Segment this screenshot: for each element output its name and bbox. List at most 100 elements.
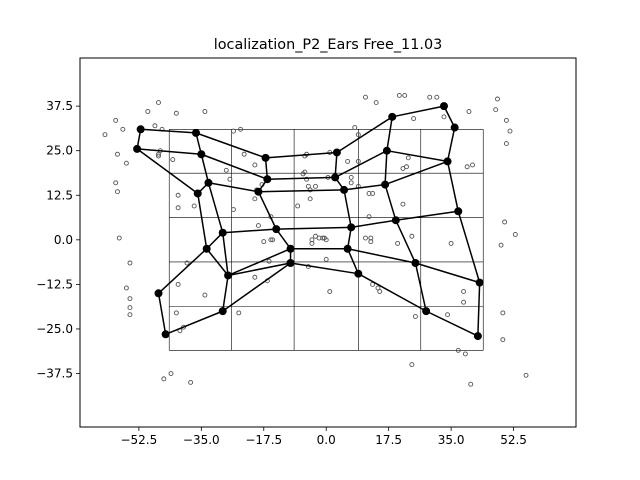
scatter-point <box>462 351 468 357</box>
mesh-node <box>191 128 200 137</box>
mesh-node <box>450 123 459 132</box>
scatter-point <box>223 167 229 173</box>
scatter-point <box>523 372 529 378</box>
scatter-point <box>261 239 267 245</box>
scatter-point <box>238 126 244 132</box>
scatter-point <box>395 240 401 246</box>
mesh-edge <box>334 152 338 178</box>
mesh-edge <box>227 248 291 277</box>
mesh-node <box>286 259 295 267</box>
mesh-edge <box>351 219 396 229</box>
scatter-point <box>252 274 258 280</box>
scatter-point <box>427 94 433 100</box>
mesh-node <box>391 216 400 225</box>
mesh-edge <box>425 310 479 337</box>
mesh-node <box>340 185 349 194</box>
scatter-point <box>252 196 258 202</box>
mesh-edge <box>415 262 480 284</box>
mesh-edge <box>200 154 210 183</box>
y-tick-label: 37.5 <box>46 99 73 113</box>
mesh-edge <box>208 182 259 193</box>
mesh-node <box>136 125 145 134</box>
x-tick-label: −17.5 <box>245 433 282 447</box>
scatter-point <box>412 314 418 319</box>
mesh-edge <box>275 228 292 250</box>
scatter-point <box>355 132 361 138</box>
scatter-point <box>227 176 233 182</box>
scatter-point <box>370 191 376 196</box>
scatter-point <box>363 94 368 100</box>
mesh-node <box>193 189 202 198</box>
axes-frame <box>79 57 577 428</box>
mesh-edge <box>446 127 456 162</box>
scatter-points <box>102 92 529 387</box>
mesh-node <box>347 223 356 232</box>
mesh-edge <box>384 150 388 185</box>
scatter-point <box>352 125 358 130</box>
scatter-point <box>230 207 236 212</box>
mesh-edge <box>384 160 448 186</box>
scatter-point <box>502 219 508 225</box>
mesh-node <box>439 102 448 111</box>
mesh-edge <box>347 248 416 264</box>
scatter-point <box>500 337 506 343</box>
y-tick-label: 0.0 <box>54 233 73 247</box>
scatter-point <box>409 362 415 368</box>
reference-grid <box>168 129 484 351</box>
x-tick-label: −52.5 <box>120 433 157 447</box>
scatter-point <box>405 155 411 161</box>
scatter-point <box>402 92 408 98</box>
mesh-node <box>454 207 463 216</box>
mesh-edge <box>206 248 229 276</box>
mesh-node <box>218 228 227 237</box>
mesh-edge <box>384 184 397 221</box>
mesh-node <box>218 307 227 316</box>
mesh-edge <box>221 275 229 312</box>
scatter-point <box>113 117 119 123</box>
mesh-nodes <box>133 102 484 341</box>
mesh-node <box>286 244 295 253</box>
mesh-node <box>411 259 420 267</box>
scatter-point <box>363 235 368 241</box>
scatter-point <box>461 299 467 305</box>
mesh-edge <box>414 262 427 312</box>
scatter-point <box>468 381 474 387</box>
scatter-point <box>470 162 475 168</box>
mesh-edge <box>446 161 459 212</box>
mesh-edge <box>395 219 417 264</box>
mesh-node <box>422 307 431 316</box>
scatter-point <box>184 260 190 266</box>
mesh-node <box>261 153 270 162</box>
mesh-node <box>354 269 363 278</box>
y-tick-label: −25.0 <box>36 322 73 336</box>
scatter-point <box>503 117 509 123</box>
scatter-point <box>161 376 167 382</box>
mesh-node <box>133 144 142 153</box>
mesh-edge <box>257 191 277 230</box>
scatter-point <box>145 109 151 114</box>
scatter-point <box>156 100 161 106</box>
mesh-edge <box>265 151 337 159</box>
scatter-point <box>120 126 126 132</box>
mesh-edge <box>222 228 277 234</box>
scatter-point <box>241 151 247 157</box>
x-tick-label: −35.0 <box>183 433 220 447</box>
scatter-point <box>441 114 447 120</box>
scatter-point <box>202 109 208 114</box>
mesh-edge <box>136 148 199 195</box>
scatter-point <box>127 312 133 318</box>
scatter-point <box>507 128 513 134</box>
mesh-node <box>224 271 233 280</box>
scatter-point <box>116 235 122 241</box>
scatter-point <box>321 235 327 241</box>
mesh-edge <box>346 248 360 274</box>
mesh-edge <box>140 128 197 134</box>
scatter-point <box>396 92 402 98</box>
scatter-point <box>366 214 372 220</box>
scatter-point <box>445 312 450 318</box>
mesh-edge <box>386 116 393 151</box>
scatter-point <box>304 176 310 182</box>
scatter-point <box>127 305 133 311</box>
mesh-edge <box>392 105 445 118</box>
